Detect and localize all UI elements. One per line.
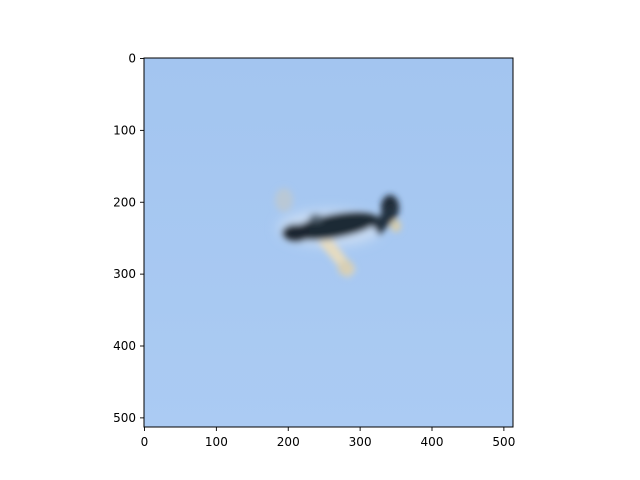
x-tick-label: 500 [492,435,515,449]
image-panel [144,58,513,427]
y-axis-ticks: 0 100 200 300 400 500 [113,52,144,425]
axes-frame [143,57,514,428]
y-tick-label: 0 [128,52,136,66]
y-tick-label: 100 [113,123,136,137]
x-axis-ticks: 0 100 200 300 400 500 [141,427,515,449]
x-tick-label: 0 [141,435,149,449]
x-tick-label: 100 [205,435,228,449]
airplane [275,188,401,278]
y-tick-label: 300 [113,267,136,281]
y-tick-label: 500 [113,411,136,425]
x-tick-label: 400 [421,435,444,449]
y-tick-label: 400 [113,339,136,353]
x-tick-label: 300 [349,435,372,449]
x-tick-label: 200 [277,435,300,449]
y-tick-label: 200 [113,195,136,209]
